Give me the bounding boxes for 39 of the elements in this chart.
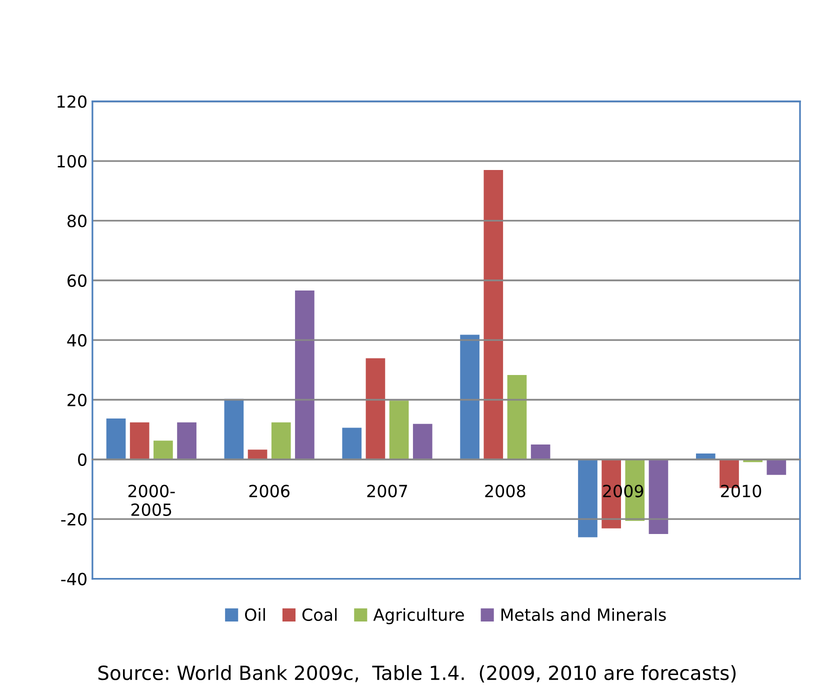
y-tick-label: -20 <box>61 513 86 526</box>
y-tick-label: 120 <box>58 95 86 108</box>
bar <box>130 422 150 460</box>
y-tick-label: 20 <box>68 394 86 406</box>
bar <box>177 422 196 460</box>
y-tick-label: 0 <box>78 453 86 466</box>
legend-label: Coal <box>302 608 337 621</box>
legend-label: Agriculture <box>373 608 464 624</box>
source-note: Source: World Bank 2009c, Table 1.4. (2009, 2010 are forecasts) <box>98 665 736 682</box>
bar <box>295 290 314 460</box>
x-tick-label: 2010 <box>721 484 762 498</box>
bar <box>507 374 527 460</box>
bar <box>412 424 432 460</box>
bar <box>648 459 668 534</box>
bar <box>766 459 786 475</box>
bar <box>530 444 550 460</box>
bar <box>578 459 598 538</box>
bar <box>154 440 173 460</box>
bar <box>271 422 291 460</box>
bar <box>389 400 409 460</box>
x-tick-label: 2000- 2005 <box>128 484 175 516</box>
bar <box>248 450 268 460</box>
bar <box>106 418 126 460</box>
y-tick-label: -40 <box>61 572 86 586</box>
bar <box>484 170 504 460</box>
y-tick-label: 40 <box>67 334 86 347</box>
x-tick-label: 2006 <box>249 484 290 498</box>
x-tick-label: 2008 <box>485 484 526 498</box>
x-tick-label: 2007 <box>367 484 408 498</box>
bar <box>224 398 244 460</box>
legend-label: Metals and Minerals <box>501 608 666 621</box>
y-tick-label: 100 <box>58 154 86 168</box>
x-tick-label: 2009 <box>603 484 644 498</box>
bar <box>460 334 480 460</box>
bar <box>366 358 386 460</box>
bar <box>342 428 362 460</box>
y-tick-label: 60 <box>68 274 86 287</box>
y-tick-label: 80 <box>67 214 86 228</box>
legend-label: Oil <box>245 608 265 621</box>
